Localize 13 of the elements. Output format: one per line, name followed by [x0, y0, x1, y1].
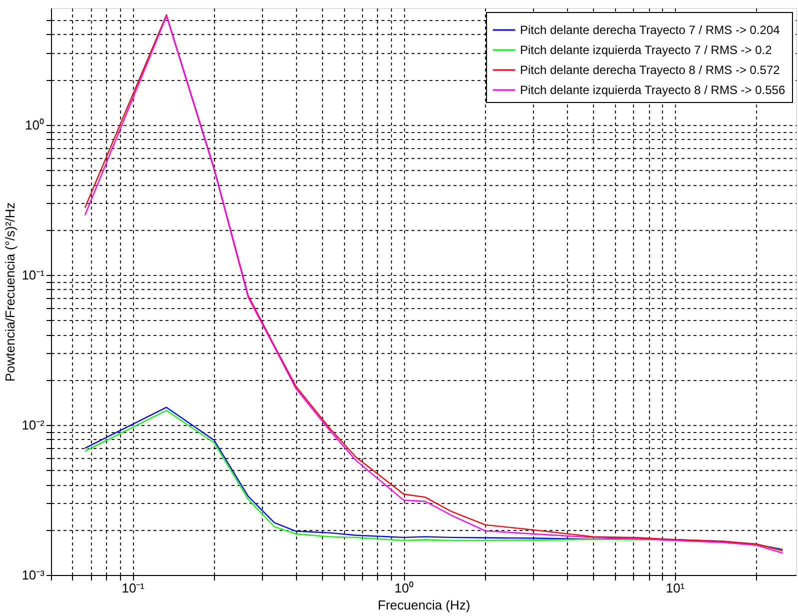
x-tick-label: 10¹: [666, 580, 686, 596]
legend-label: Pitch delante derecha Trayecto 8 / RMS -> 0.572: [520, 63, 780, 77]
legend-label: Pitch delante izquierda Trayecto 7 / RMS -> 0.2: [520, 43, 772, 57]
x-tick-label: 10⁻¹: [122, 580, 146, 596]
x-axis-title: Frecuencia (Hz): [378, 598, 470, 612]
y-tick-label: 10⁻³: [22, 568, 46, 582]
y-tick-label: 10⁻²: [22, 417, 46, 432]
y-tick-label: 10⁻¹: [22, 267, 46, 282]
legend-label: Pitch delante derecha Trayecto 7 / RMS -> 0.204: [520, 23, 780, 37]
legend-label: Pitch delante izquierda Trayecto 8 / RMS -> 0.556: [520, 83, 786, 97]
y-axis-title: Powtencia/Frecuencia (°/s)²/Hz: [2, 202, 18, 382]
y-tick-label: 10⁰: [25, 117, 44, 132]
x-tick-label: 10⁰: [394, 580, 414, 596]
